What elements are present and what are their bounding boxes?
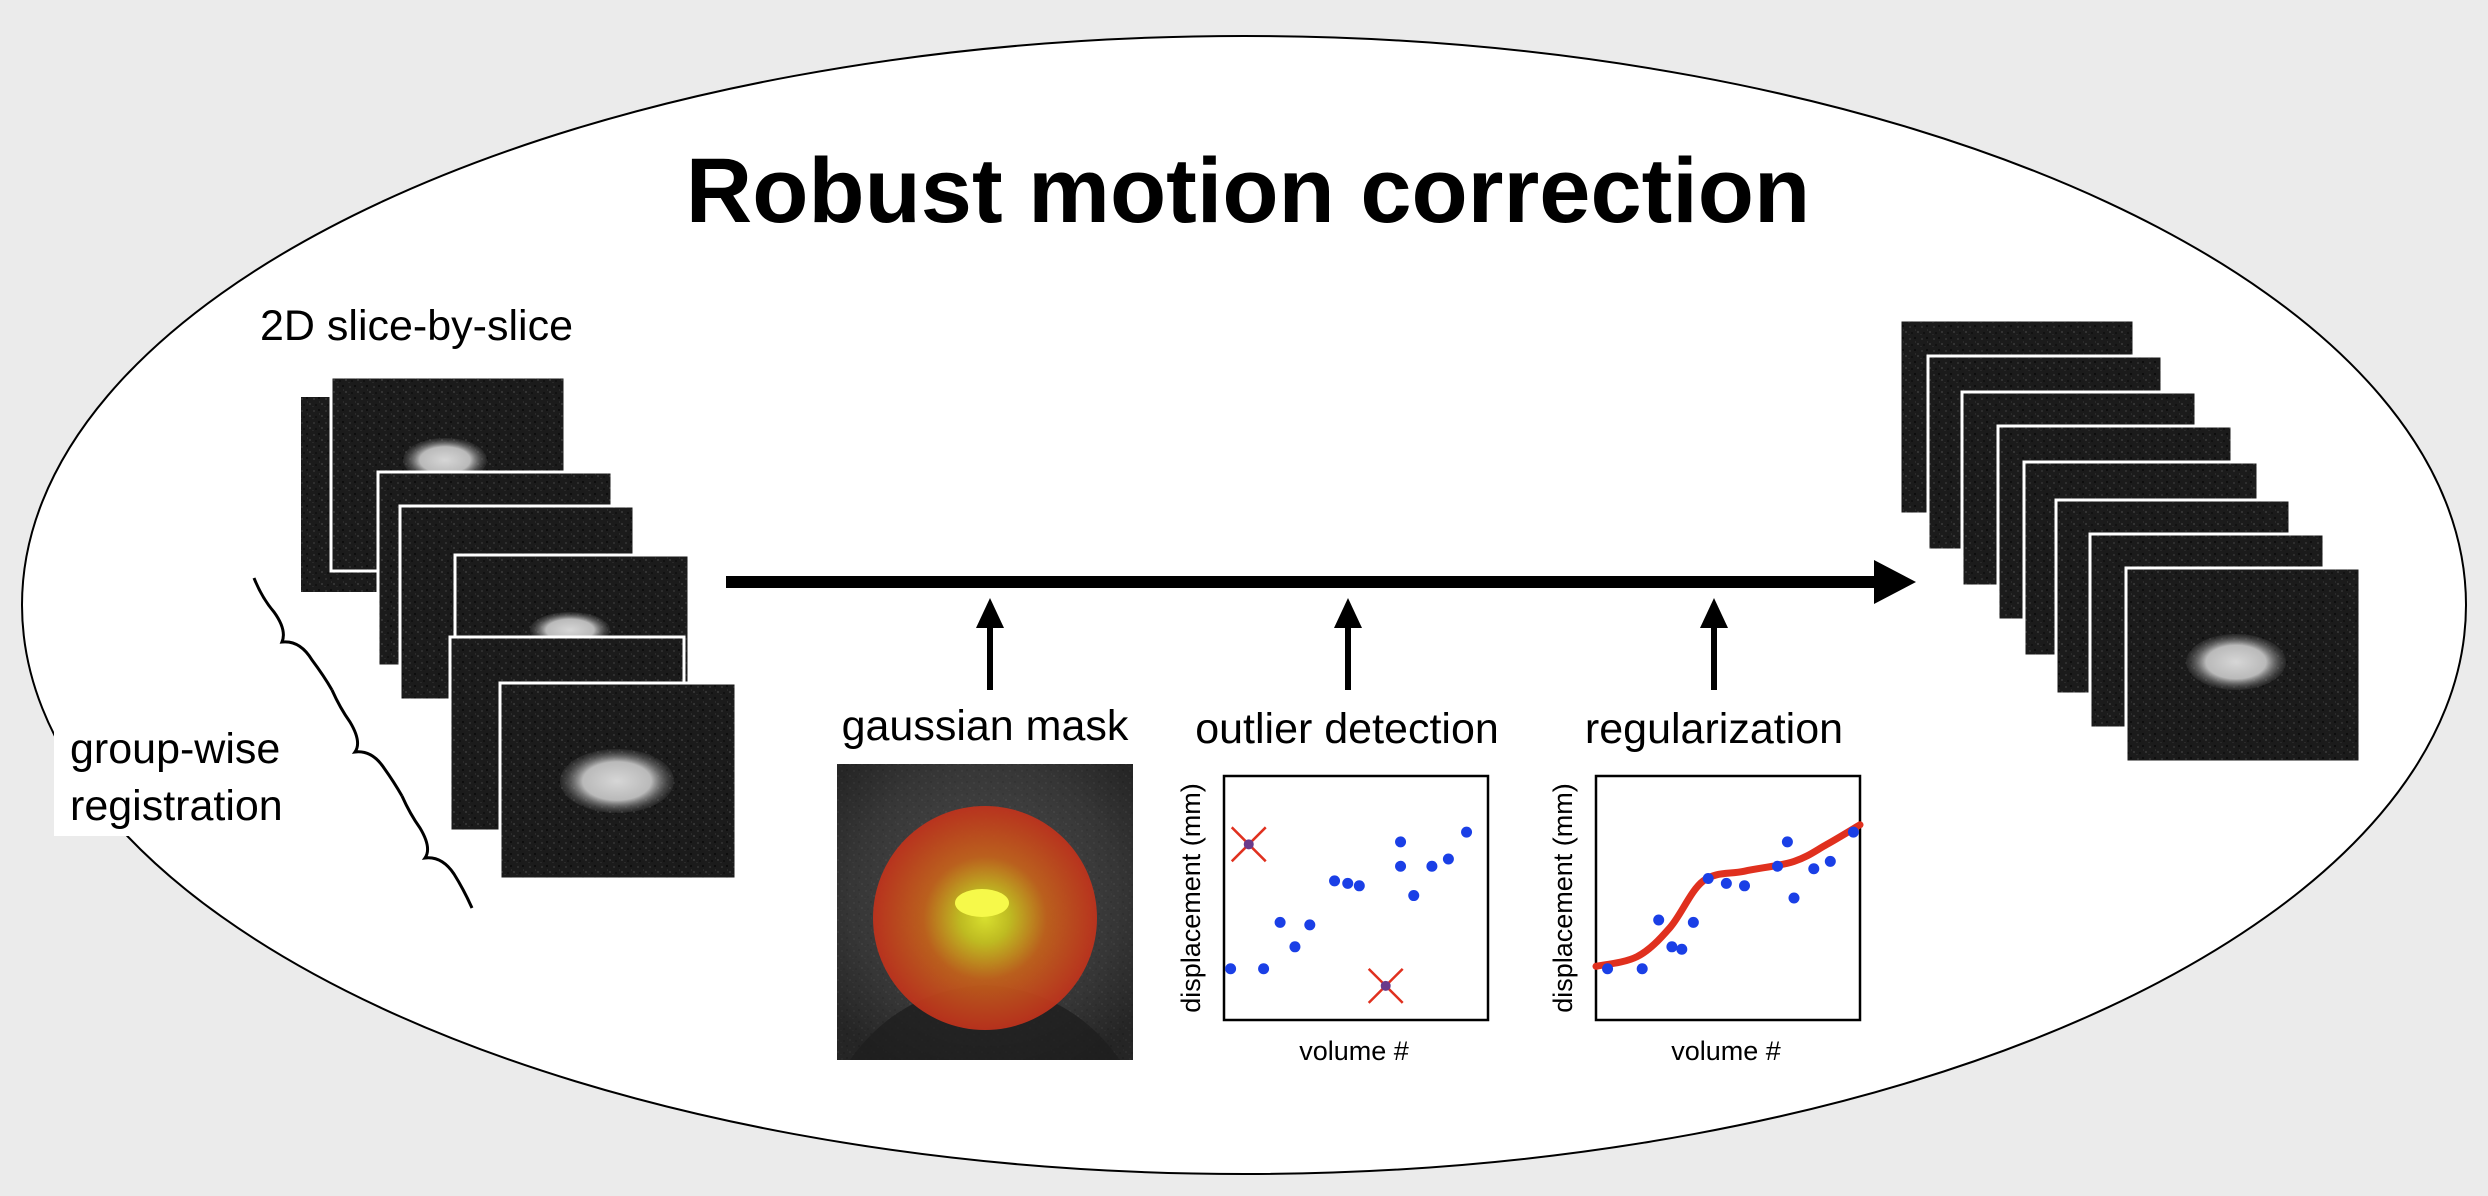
slice-stack-left — [301, 375, 738, 881]
slice-image — [2124, 566, 2362, 764]
data-point — [1788, 892, 1800, 904]
data-point — [1304, 919, 1316, 931]
data-point — [1772, 860, 1783, 872]
main-arrow — [726, 560, 1916, 604]
data-point — [1274, 916, 1286, 928]
regularization-chart-ylabel: displacement (mm) — [1548, 783, 1578, 1013]
mask-center-blob — [955, 889, 1009, 917]
data-point — [1329, 875, 1341, 887]
data-point — [1847, 826, 1859, 838]
data-point — [1395, 860, 1407, 872]
slice-stack-right — [1898, 318, 2362, 764]
regularization-chart-frame — [1594, 774, 1862, 1022]
data-point — [1395, 836, 1407, 848]
data-point — [1676, 943, 1688, 955]
outlier-chart: volume # displacement (mm) — [1176, 774, 1490, 1066]
outlier-marker — [1230, 826, 1267, 863]
gaussian-mask-image — [837, 764, 1133, 1060]
data-point — [1808, 863, 1820, 875]
group-wise-label-box — [54, 708, 300, 836]
group-wise-label-line1: group-wise — [70, 725, 280, 773]
up-arrow-outlier — [1334, 598, 1362, 690]
slice-blob — [560, 749, 674, 813]
data-point — [1408, 890, 1420, 902]
outlier-chart-xlabel: volume # — [1299, 1036, 1409, 1066]
outlier-chart-ylabel: displacement (mm) — [1176, 783, 1206, 1013]
data-point — [1824, 855, 1836, 867]
data-point — [1739, 880, 1750, 892]
fit-curve — [1592, 821, 1864, 970]
data-point — [1720, 877, 1732, 889]
outlier-marker — [1367, 967, 1404, 1004]
data-point — [1442, 853, 1454, 865]
group-wise-label-line2: registration — [70, 782, 283, 830]
slice-by-slice-label: 2D slice-by-slice — [260, 302, 573, 350]
regularization-chart-xlabel: volume # — [1671, 1036, 1781, 1066]
gaussian-mask-overlay — [873, 806, 1097, 1030]
data-point — [1353, 880, 1365, 892]
outlier-chart-frame — [1222, 774, 1490, 1022]
data-point — [1702, 872, 1714, 884]
up-arrow-mask — [976, 598, 1004, 690]
up-arrow-regularization — [1700, 598, 1728, 690]
diagram-title: Robust motion correction — [686, 140, 1810, 242]
data-point — [1781, 836, 1793, 848]
slice-blob — [2186, 634, 2286, 690]
gaussian-mask-label: gaussian mask — [842, 702, 1129, 750]
regularization-label: regularization — [1585, 705, 1843, 753]
data-point — [1289, 941, 1301, 953]
data-point — [1602, 963, 1614, 975]
data-point — [1426, 860, 1438, 872]
data-point — [1342, 877, 1354, 889]
outlier-detection-label: outlier detection — [1195, 705, 1499, 753]
group-braces — [252, 577, 474, 909]
regularization-chart: volume # displacement (mm) — [1548, 774, 1864, 1066]
data-point — [1461, 826, 1473, 838]
data-point — [1258, 963, 1270, 975]
data-point — [1636, 963, 1648, 975]
data-point — [1666, 941, 1678, 953]
data-point — [1687, 916, 1699, 928]
data-point — [1653, 914, 1665, 926]
data-point — [1225, 963, 1237, 975]
